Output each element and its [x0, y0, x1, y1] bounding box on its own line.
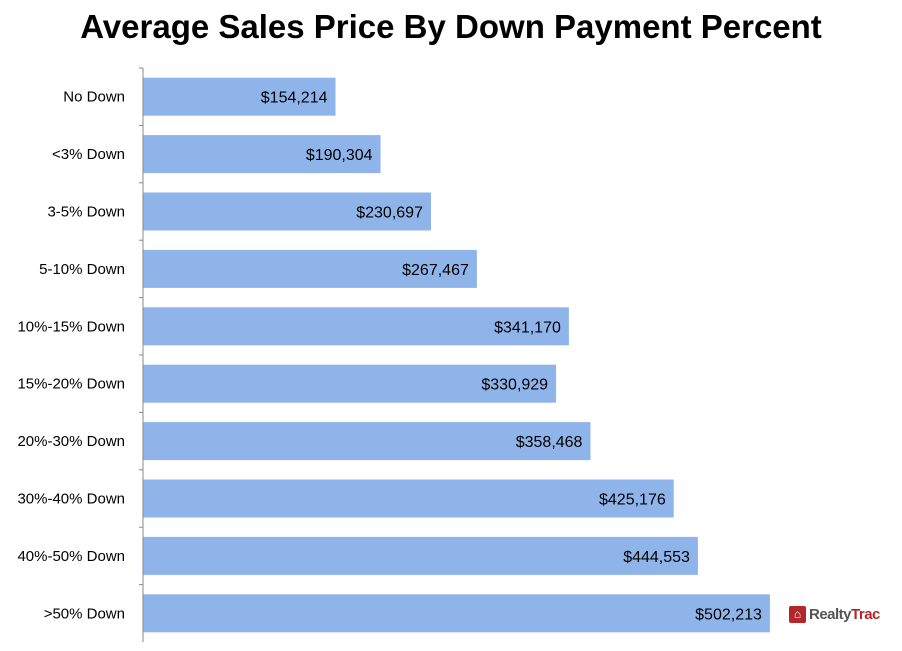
- category-label: No Down: [63, 89, 125, 106]
- data-label: $190,304: [306, 147, 373, 164]
- bar: [143, 307, 569, 346]
- category-label: >50% Down: [44, 605, 125, 622]
- bar: [143, 364, 557, 403]
- data-label: $358,468: [516, 434, 583, 451]
- house-icon: ⌂: [789, 606, 806, 623]
- category-label: 30%-40% Down: [17, 491, 125, 508]
- data-label: $230,697: [356, 205, 423, 222]
- data-label: $267,467: [402, 262, 469, 279]
- category-label: 15%-20% Down: [17, 376, 125, 393]
- bar: [143, 422, 591, 461]
- logo-text-realty: Realty: [809, 606, 852, 623]
- category-label: 5-10% Down: [39, 261, 125, 278]
- category-label: 20%-30% Down: [17, 433, 125, 450]
- bar: [143, 135, 381, 174]
- data-label: $154,214: [261, 90, 328, 107]
- bar: [143, 192, 431, 231]
- category-label: 10%-15% Down: [17, 318, 125, 335]
- bar: [143, 594, 770, 633]
- bar: [143, 479, 674, 518]
- data-label: $502,213: [695, 606, 762, 623]
- data-label: $330,929: [481, 377, 548, 394]
- data-label: $425,176: [599, 492, 666, 509]
- data-label: $444,553: [623, 549, 690, 566]
- bar: [143, 77, 336, 116]
- logo-text-trac: Trac: [851, 606, 880, 623]
- data-label: $341,170: [494, 319, 561, 336]
- bar: [143, 536, 698, 575]
- bar: [143, 249, 477, 288]
- realtytrac-logo: ⌂ RealtyTrac: [789, 606, 880, 623]
- chart-title: Average Sales Price By Down Payment Perc…: [80, 8, 822, 45]
- category-label: <3% Down: [52, 146, 125, 163]
- category-label: 3-5% Down: [47, 204, 125, 221]
- category-label: 40%-50% Down: [17, 548, 125, 565]
